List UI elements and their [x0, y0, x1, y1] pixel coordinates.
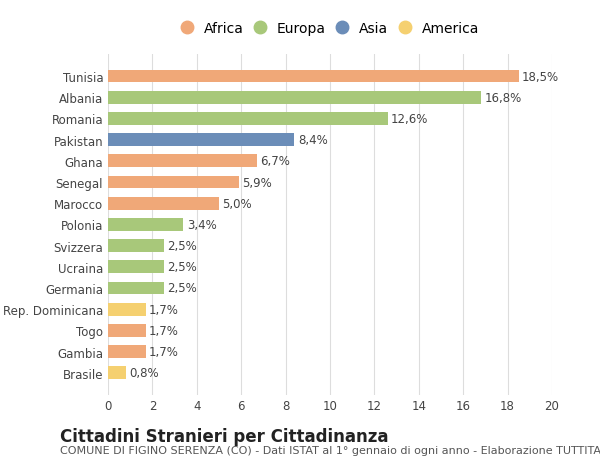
Bar	[108, 92, 481, 104]
Bar	[108, 261, 163, 274]
Bar	[108, 197, 219, 210]
Text: 5,9%: 5,9%	[242, 176, 272, 189]
Text: 2,5%: 2,5%	[167, 261, 197, 274]
Text: COMUNE DI FIGINO SERENZA (CO) - Dati ISTAT al 1° gennaio di ogni anno - Elaboraz: COMUNE DI FIGINO SERENZA (CO) - Dati IST…	[60, 445, 600, 455]
Bar	[108, 346, 146, 358]
Text: 16,8%: 16,8%	[484, 91, 521, 105]
Text: 1,7%: 1,7%	[149, 345, 179, 358]
Bar	[108, 303, 146, 316]
Text: 0,8%: 0,8%	[129, 366, 159, 380]
Text: Cittadini Stranieri per Cittadinanza: Cittadini Stranieri per Cittadinanza	[60, 427, 389, 445]
Text: 1,7%: 1,7%	[149, 303, 179, 316]
Bar	[108, 71, 519, 83]
Bar	[108, 155, 257, 168]
Bar	[108, 367, 126, 379]
Text: 8,4%: 8,4%	[298, 134, 328, 147]
Text: 5,0%: 5,0%	[223, 197, 252, 210]
Bar	[108, 282, 163, 295]
Bar	[108, 134, 295, 147]
Text: 1,7%: 1,7%	[149, 324, 179, 337]
Bar	[108, 176, 239, 189]
Text: 2,5%: 2,5%	[167, 282, 197, 295]
Text: 2,5%: 2,5%	[167, 240, 197, 252]
Text: 3,4%: 3,4%	[187, 218, 217, 231]
Bar	[108, 325, 146, 337]
Legend: Africa, Europa, Asia, America: Africa, Europa, Asia, America	[177, 18, 483, 40]
Bar	[108, 240, 163, 252]
Text: 12,6%: 12,6%	[391, 112, 428, 126]
Text: 6,7%: 6,7%	[260, 155, 290, 168]
Bar	[108, 218, 184, 231]
Text: 18,5%: 18,5%	[522, 70, 559, 84]
Bar	[108, 113, 388, 125]
